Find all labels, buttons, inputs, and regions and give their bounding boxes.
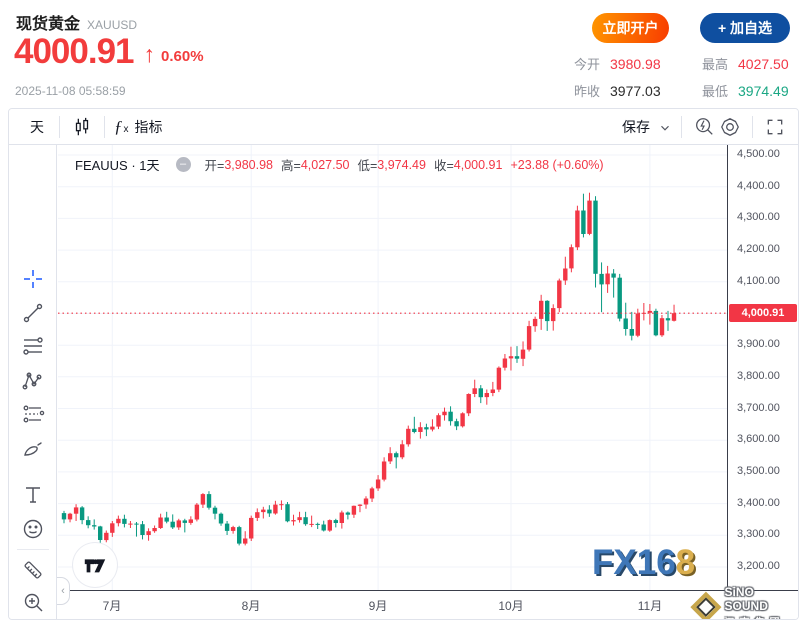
chevron-down-icon[interactable] [658,121,672,135]
fib-retracement-icon[interactable] [21,335,45,359]
stat-label-high: 最高 [702,57,729,72]
price-axis-label: 4,300.00 [737,211,780,223]
stat-label-low: 最低 [702,84,729,99]
price-axis-label: 3,300.00 [737,528,780,540]
legend-open-label: 开= [204,159,225,173]
toolbar-divider [104,115,105,138]
price-axis-label: 3,700.00 [737,402,780,414]
chart-widget: 天 ƒ x 指标 保存 [8,108,799,620]
legend-symbol: FEAUUS · 1天 [75,158,160,173]
legend-low-label: 低= [357,159,378,173]
time-axis[interactable]: 7月 8月 9月 10月 11月 [58,590,798,619]
quote-header: 现货黄金 XAUUSD 4000.91 ↑ 0.60% 2025-11-08 0… [0,0,807,108]
trend-line-icon[interactable] [21,301,45,325]
emoji-icon[interactable] [21,517,45,541]
stat-value-prev-close: 3977.03 [610,82,661,99]
page-title: 现货黄金 [16,16,81,33]
fullscreen-icon[interactable] [762,114,788,140]
collapse-legend-icon[interactable]: – [175,157,191,172]
zoom-in-icon[interactable] [21,590,45,614]
sidebar-divider [17,549,49,550]
time-axis-label: 11月 [637,599,663,613]
price-axis[interactable]: 4,500.00 4,400.00 4,300.00 4,200.00 4,100.00… [727,145,798,619]
toolbar-divider [752,115,753,138]
candlestick-chart[interactable] [58,145,727,590]
price-axis-label: 4,200.00 [737,243,780,255]
toolbar-divider [59,115,60,138]
price-row: 4000.91 ↑ 0.60% [14,32,204,72]
symbol-code: XAUUSD [87,18,138,32]
stat-value-open: 3980.98 [610,55,661,72]
title-row: 现货黄金 XAUUSD [16,10,137,34]
time-axis-label: 10月 [498,599,524,613]
stat-value-high: 4027.50 [738,55,789,72]
interval-button[interactable]: 天 [30,118,44,135]
time-axis-label: 7月 [102,599,122,613]
toolbar-right-group: 保存 [622,114,798,140]
price-axis-label: 3,400.00 [737,497,780,509]
fx-icon: ƒ [114,116,123,136]
legend-high-value: 4,027.50 [300,157,350,172]
time-axis-label: 8月 [241,599,261,613]
quote-timestamp: 2025-11-08 05:58:59 [15,84,126,98]
candlestick-style-icon[interactable] [69,114,95,140]
legend-low-value: 3,974.49 [377,157,426,172]
price-axis-label: 4,400.00 [737,180,780,192]
current-price: 4000.91 [14,32,135,71]
price-axis-label: 4,100.00 [737,275,780,287]
quote-stats: 今开 3980.98 最高 4027.50 昨收 3977.03 最低 3974… [574,50,807,104]
price-axis-label: 3,900.00 [737,338,780,350]
stat-value-low: 3974.49 [738,82,789,99]
up-arrow-icon: ↑ [143,40,156,67]
price-axis-label: 4,500.00 [737,148,780,160]
legend-close-value: 4,000.91 [453,157,503,172]
save-button[interactable]: 保存 [622,118,650,135]
xabcd-pattern-icon[interactable] [21,369,45,393]
price-axis-label: 3,200.00 [737,560,780,572]
price-axis-label: 3,600.00 [737,433,780,445]
fx-icon-sub: x [123,124,129,135]
price-axis-label: 3,500.00 [737,465,780,477]
stat-label-prev-close: 昨收 [574,84,601,99]
collapse-sidebar-tab[interactable]: ‹ [57,577,70,605]
legend-change: +23.88 (+0.60%) [510,157,604,172]
ruler-icon[interactable] [21,558,45,582]
chart-toolbar: 天 ƒ x 指标 保存 [9,109,798,145]
legend-close-label: 收= [433,159,454,173]
drawing-tools-sidebar [9,145,57,619]
chart-legend: FEAUUS · 1天 – 开= 3,980.98 高= 4,027.50 低= 3,… [75,155,604,174]
text-tool-icon[interactable] [21,483,45,507]
toolbar-divider [681,115,682,138]
indicators-button[interactable]: ƒ x 指标 [114,117,163,137]
add-watchlist-button[interactable]: + 加自选 [700,13,790,43]
legend-high-label: 高= [281,159,301,173]
time-axis-label: 9月 [368,599,388,613]
change-percent: 0.60% [161,47,204,65]
legend-open-value: 3,980.98 [224,157,273,172]
settings-gear-icon[interactable] [717,114,743,140]
price-axis-label: 3,800.00 [737,370,780,382]
stat-label-open: 今开 [574,57,601,72]
tradingview-logo[interactable] [73,543,117,587]
long-position-icon[interactable] [21,403,45,427]
brush-icon[interactable] [21,437,45,461]
flash-search-icon[interactable] [691,114,717,140]
crosshair-icon[interactable] [21,267,45,291]
open-account-button[interactable]: 立即开户 [592,13,669,43]
last-price-badge: 4,000.91 [729,304,797,322]
indicators-label: 指标 [134,118,163,135]
